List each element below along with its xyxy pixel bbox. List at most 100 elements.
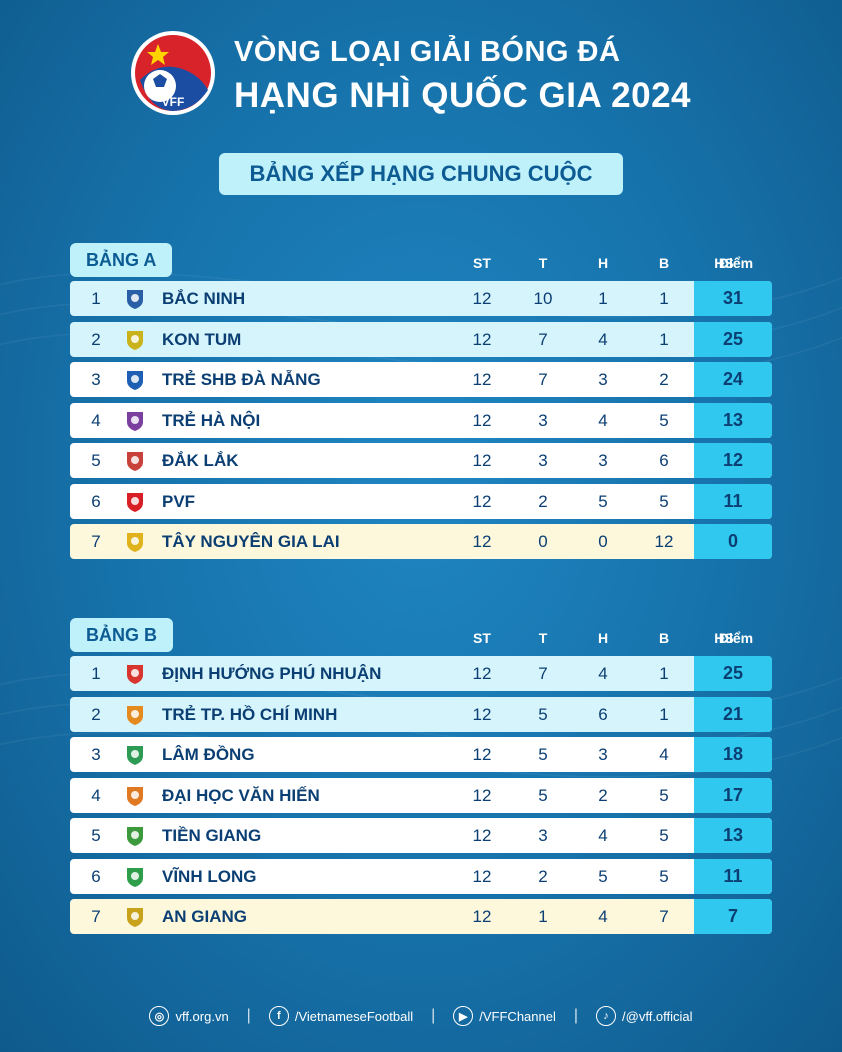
team-name: AN GIANG: [162, 907, 247, 926]
stat-st: 12: [472, 289, 492, 308]
points: 25: [694, 656, 772, 691]
team-name: KON TUM: [162, 329, 242, 349]
stat-b: 1: [659, 329, 669, 349]
social-link[interactable]: f/VietnameseFootball: [268, 1006, 413, 1026]
title-line-2: HẠNG NHÌ QUỐC GIA 2024: [234, 76, 692, 115]
stat-t: 7: [538, 664, 548, 683]
stat-b: 5: [659, 785, 669, 805]
column-header: HS: [714, 630, 734, 646]
stat-h: 6: [598, 704, 608, 724]
stat-b: 1: [659, 704, 669, 724]
points: 7: [694, 899, 772, 934]
social-link[interactable]: ◎ vff.org.vn: [149, 1006, 229, 1026]
stat-h: 1: [598, 289, 608, 308]
social-link[interactable]: ▶ /VFFChannel: [453, 1006, 556, 1026]
stat-st: 12: [472, 907, 492, 926]
rank: 3: [91, 370, 101, 389]
stat-b: 5: [659, 491, 669, 511]
stat-st: 12: [472, 451, 492, 470]
points: 11: [694, 483, 772, 519]
stat-t: 10: [533, 289, 553, 308]
column-header: T: [538, 630, 548, 646]
team-name: TIỀN GIANG: [162, 826, 262, 845]
stat-t: 5: [538, 704, 548, 724]
stat-b: 5: [659, 866, 669, 886]
points: 31: [694, 281, 772, 316]
rank: 1: [91, 664, 101, 683]
stat-b: 4: [659, 745, 669, 764]
rank: 1: [91, 289, 101, 308]
separator: |: [246, 1007, 251, 1024]
rank: 6: [91, 491, 101, 511]
points: 13: [694, 402, 772, 438]
group-label: BẢNG A: [70, 243, 173, 277]
stat-h: 4: [598, 410, 608, 430]
stat-b: 2: [659, 370, 669, 389]
stat-t: 1: [538, 907, 548, 926]
stat-h: 5: [598, 866, 608, 886]
points: 13: [694, 818, 772, 853]
vff-logo: VFF: [131, 31, 215, 115]
globe-icon: ◎: [149, 1006, 170, 1026]
club-crest-icon: [127, 786, 143, 806]
stat-h: 2: [598, 785, 608, 805]
stat-t: 2: [538, 866, 548, 886]
group-label: BẢNG B: [70, 618, 173, 652]
rank: 7: [91, 907, 101, 926]
team-name: TRẺ TP. HỒ CHÍ MINH: [162, 704, 338, 724]
stat-st: 12: [472, 491, 492, 511]
team-name: VĨNH LONG: [162, 866, 257, 886]
stat-t: 5: [538, 785, 548, 805]
club-crest-icon: [127, 665, 143, 684]
points: 24: [694, 362, 772, 397]
points: 17: [694, 777, 772, 813]
stat-h: 4: [598, 664, 608, 683]
column-header: ST: [473, 630, 491, 646]
club-crest-icon: [127, 452, 143, 471]
rank: 4: [91, 785, 101, 805]
stat-t: 3: [538, 826, 548, 845]
stat-b: 7: [659, 907, 669, 926]
stat-st: 12: [472, 410, 492, 430]
rank: 4: [91, 410, 101, 430]
team-name: LÂM ĐỒNG: [162, 745, 255, 764]
stat-st: 12: [472, 704, 492, 724]
points: 18: [694, 737, 772, 772]
column-header: HS: [714, 255, 734, 271]
club-crest-icon: [127, 533, 143, 552]
column-header: Điểm: [718, 255, 754, 271]
social-link-text: /VFFChannel: [479, 1008, 556, 1024]
stat-b: 1: [659, 664, 669, 683]
stat-h: 4: [598, 826, 608, 845]
svg-text:VFF: VFF: [162, 95, 185, 109]
stat-b: 1: [659, 289, 669, 308]
team-name: TÂY NGUYÊN GIA LAI: [162, 532, 340, 551]
club-crest-icon: [127, 867, 143, 887]
stat-st: 12: [472, 664, 492, 683]
stat-h: 3: [598, 370, 608, 389]
club-crest-icon: [127, 290, 143, 309]
club-crest-icon: [127, 371, 143, 390]
stat-st: 12: [472, 745, 492, 764]
column-header: B: [658, 630, 670, 646]
rank: 6: [91, 866, 101, 886]
stat-h: 0: [598, 532, 608, 551]
column-header: T: [538, 255, 548, 271]
separator: |: [573, 1007, 579, 1024]
stat-st: 12: [472, 826, 492, 845]
subtitle-badge: BẢNG XẾP HẠNG CHUNG CUỘC: [219, 153, 623, 195]
facebook-icon: f: [268, 1006, 289, 1026]
club-crest-icon: [127, 492, 143, 512]
rank: 2: [91, 704, 101, 724]
social-link[interactable]: ♪ /@vff.official: [596, 1006, 693, 1026]
title-line-1: VÒNG LOẠI GIẢI BÓNG ĐÁ: [234, 36, 621, 68]
team-name: ĐỊNH HƯỚNG PHÚ NHUẬN: [162, 664, 382, 683]
